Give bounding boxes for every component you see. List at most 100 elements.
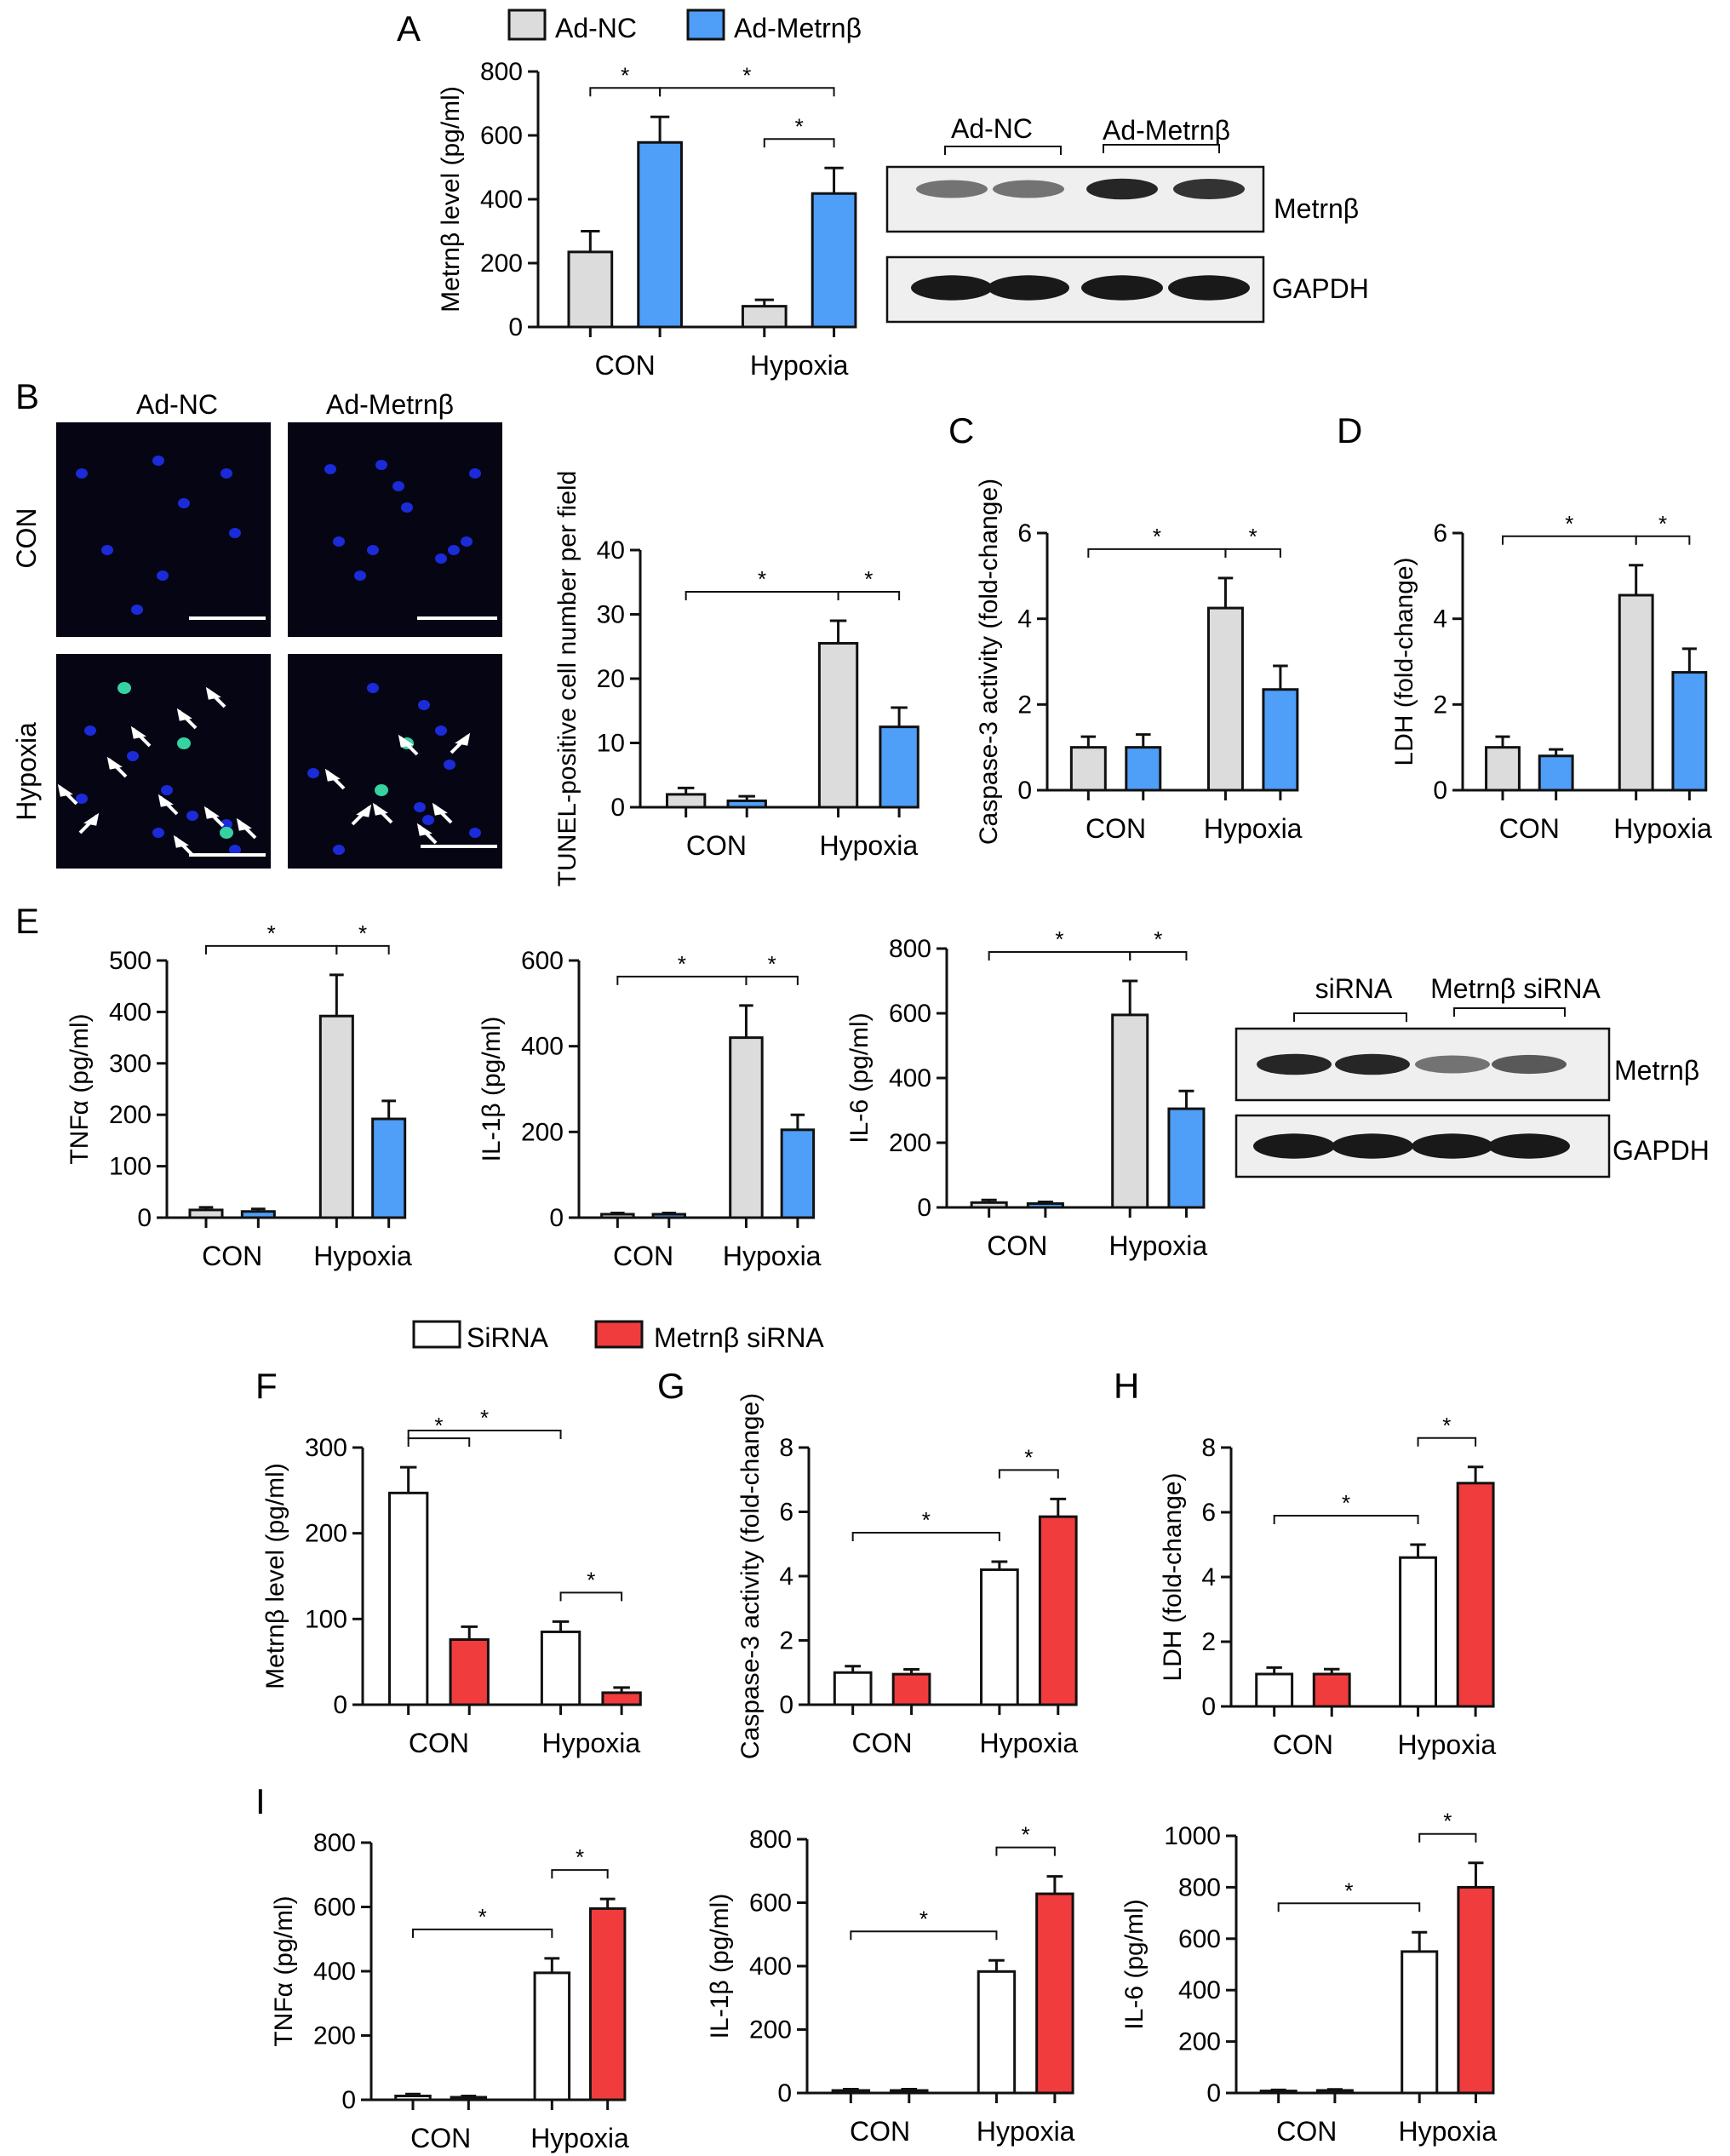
significance-star: * (480, 1405, 489, 1431)
bar-d-1-0 (1618, 593, 1654, 792)
blot-band (1081, 275, 1163, 301)
arrow-head-icon (324, 768, 341, 782)
bar-i2-1-0 (977, 1970, 1017, 2095)
significance-star: * (768, 951, 776, 977)
y-axis-label: TNFα (pg/ml) (270, 1895, 298, 2046)
cell-nucleus (435, 553, 447, 564)
x-tick-label: CON (409, 1728, 469, 1758)
bar-g-1-0 (980, 1568, 1019, 1706)
arrow-head-icon (372, 802, 388, 816)
cell-nucleus (157, 571, 169, 581)
y-tick-label: 0 (1433, 777, 1447, 805)
cell-nucleus (186, 811, 198, 821)
bar-e3-0-0 (970, 1201, 1008, 1209)
micrograph-hypoxia-ad-nc (56, 654, 271, 869)
y-tick-label: 30 (597, 601, 625, 629)
y-tick-label: 6 (779, 1499, 793, 1527)
significance-star: * (1443, 1809, 1452, 1834)
y-axis-label: Caspase-3 activity (fold-change) (736, 1393, 765, 1759)
bar-c-0-0 (1069, 746, 1107, 792)
bar-b-1-0 (817, 641, 859, 809)
blot-band (1086, 178, 1158, 200)
significance-star: * (267, 920, 276, 946)
y-tick-label: 400 (1178, 1976, 1221, 2004)
chart-c: 0 2 4 6 Caspase-3 activity (fold-change) CON H… (948, 410, 1303, 845)
bar-h-0-1 (1312, 1672, 1351, 1708)
bar-a-1-0 (741, 305, 788, 329)
arrow-head-icon (236, 817, 252, 831)
x-tick-label: Hypoxia (1399, 2116, 1498, 2147)
bar-f-0-1 (449, 1637, 490, 1706)
cell-nucleus (152, 828, 164, 838)
significance-star: * (1442, 1413, 1451, 1438)
blot-band (1492, 1054, 1567, 1075)
significance-star: * (795, 113, 804, 139)
x-tick-label: CON (850, 2116, 910, 2147)
arrow-head-icon (57, 783, 73, 797)
significance-bracket (659, 87, 835, 97)
bar-a-1-1 (811, 192, 857, 329)
y-tick-label: 8 (779, 1434, 793, 1462)
y-tick-label: 0 (777, 2079, 792, 2107)
micrograph-hypoxia-ad-metrn (288, 654, 502, 869)
significance-star: * (621, 62, 629, 88)
arrow-head-icon (398, 734, 414, 748)
bar-b-0-1 (726, 799, 767, 809)
y-tick-label: 0 (333, 1691, 347, 1719)
bar-a-0-0 (567, 250, 614, 329)
arrow-head-icon (432, 802, 448, 816)
bar-e3-0-1 (1026, 1201, 1064, 1209)
x-tick-label: CON (410, 2123, 471, 2153)
significance-bracket (559, 1591, 623, 1602)
x-tick-label: Hypoxia (980, 1728, 1079, 1758)
chart-e2: 0 200 400 600 IL-1β (pg/ml) CON Hypoxia * * (478, 947, 822, 1271)
y-tick-label: 200 (521, 1118, 564, 1146)
significance-star: * (358, 920, 367, 946)
cell-nucleus (178, 498, 190, 508)
y-tick-label: 6 (1017, 519, 1032, 548)
significance-bracket (1273, 1515, 1419, 1524)
y-tick-label: 8 (1201, 1434, 1216, 1462)
significance-bracket (589, 87, 662, 97)
chart-i2: 0 200 400 600 800 IL-1β (pg/ml) CON Hypoxia * * (706, 1822, 1075, 2147)
significance-bracket (551, 1869, 609, 1879)
y-tick-label: 200 (305, 1520, 347, 1548)
y-tick-label: 2 (1433, 691, 1447, 719)
y-tick-label: 0 (341, 2086, 356, 2114)
legend-swatch-metrn-sirna (594, 1320, 644, 1349)
panel-letter-g: G (657, 1366, 685, 1406)
bar-a-0-1 (637, 140, 683, 329)
arrow-head-icon (106, 756, 123, 770)
x-tick-label: Hypoxia (1204, 813, 1303, 844)
significance-star: * (1055, 926, 1063, 952)
y-tick-label: 200 (109, 1101, 152, 1129)
y-tick-label: 6 (1201, 1499, 1216, 1527)
bar-f-1-0 (540, 1630, 581, 1706)
bar-i2-0-1 (890, 2089, 929, 2095)
y-tick-label: 600 (749, 1889, 792, 1918)
blot2-group-label-sirna: siRNA (1315, 973, 1393, 1004)
significance-star: * (1022, 1822, 1030, 1848)
y-tick-label: 400 (749, 1952, 792, 1981)
blot-band (988, 275, 1069, 301)
y-tick-label: 0 (917, 1194, 931, 1222)
chart-d: 0 2 4 6 LDH (fold-change) CON Hypoxia * * D (1337, 410, 1712, 844)
y-tick-label: 20 (597, 665, 625, 693)
y-axis-label: TNFα (pg/ml) (66, 1013, 94, 1164)
bar-d-1-1 (1671, 671, 1708, 792)
panel-letter-f: F (255, 1366, 278, 1406)
bar-c-1-0 (1206, 606, 1244, 792)
significance-bracket (850, 1930, 998, 1941)
cell-nucleus (367, 683, 379, 693)
y-tick-label: 100 (305, 1605, 347, 1633)
blot-band (1412, 1133, 1493, 1159)
y-tick-label: 10 (597, 730, 625, 758)
cell-nucleus (76, 794, 88, 804)
y-tick-label: 0 (779, 1691, 793, 1719)
arrow-head-icon (130, 725, 146, 739)
cell-nucleus (461, 536, 473, 547)
y-axis-label: LDH (fold-change) (1159, 1472, 1187, 1681)
y-tick-label: 600 (1178, 1925, 1221, 1953)
significance-bracket (995, 1846, 1056, 1856)
chart-e3: 0 200 400 600 800 IL-6 (pg/ml) CON Hypoxia * * (845, 926, 1207, 1261)
